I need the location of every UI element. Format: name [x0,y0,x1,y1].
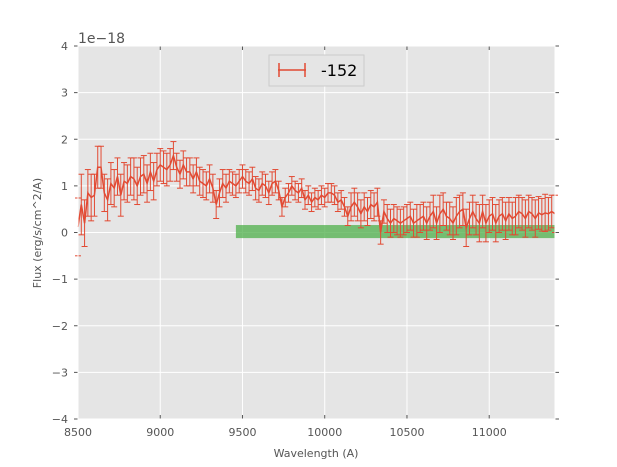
x-tick-label: 10000 [307,426,342,439]
y-tick-label: 3 [61,87,68,100]
y-tick-label: 0 [61,227,68,240]
axis-ticks [74,45,559,420]
band-layer [235,225,555,239]
y-tick-labels: −4 −3 −2 −1 0 1 2 3 4 [52,40,68,426]
series-layer [77,153,556,233]
green-band [235,225,555,239]
x-axis-label: Wavelength (A) [274,447,359,460]
plot-frame [77,45,556,420]
y-tick-label: 2 [61,133,68,146]
x-tick-label: 10500 [389,426,424,439]
y-tick-label: −3 [52,366,68,379]
x-tick-labels: 8500 9000 9500 10000 10500 11000 [64,426,507,439]
y-tick-label: 4 [61,40,68,53]
y-tick-label: −1 [52,273,68,286]
y-tick-label: −4 [52,413,68,426]
x-tick-label: 9000 [146,426,174,439]
series-line [77,153,556,233]
y-tick-label: 1 [61,180,68,193]
legend-errorbar-icon [278,63,306,77]
y-axis-label: Flux (erg/s/cm^2/A) [31,178,44,288]
legend-entry-label: -152 [321,61,357,80]
x-tick-label: 11000 [472,426,507,439]
x-tick-label: 9500 [228,426,256,439]
x-tick-label: 8500 [64,426,92,439]
y-tick-label: −2 [52,320,68,333]
legend: -152 [268,54,365,87]
offset-text: 1e−18 [78,31,125,47]
